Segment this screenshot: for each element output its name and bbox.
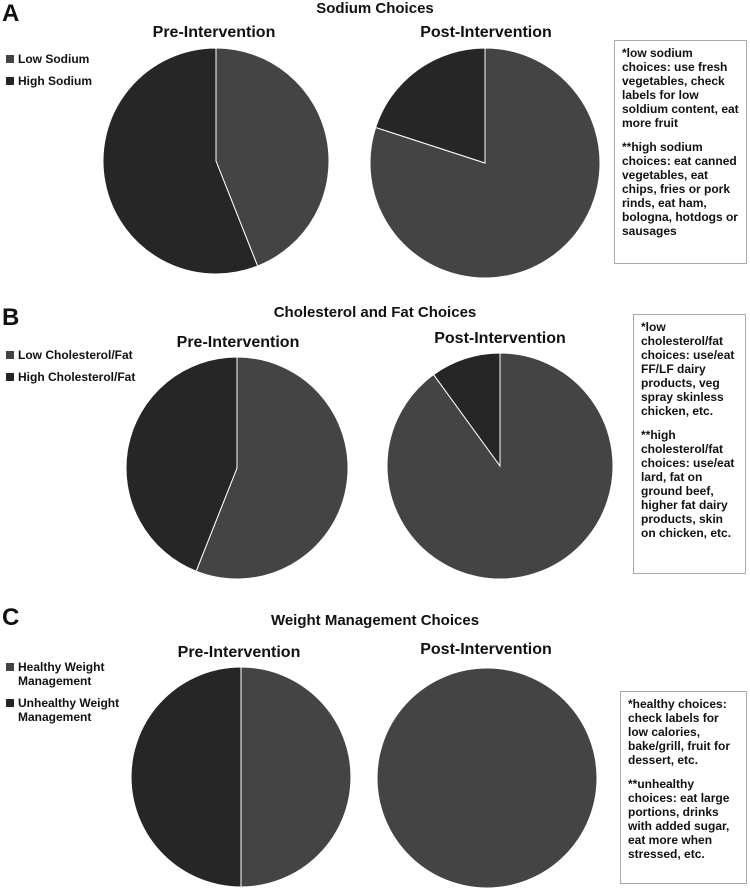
pie-slice-unhealthy-weight-management — [130, 666, 242, 888]
pie-chart-weight-post — [376, 667, 598, 888]
pie-slice-low-sodium — [369, 47, 601, 279]
note-healthy: *healthy choices: check labels for low c… — [628, 697, 731, 767]
pie-slice-high-sodium — [374, 47, 486, 164]
pie-slice-low-sodium — [215, 47, 330, 267]
legend-label: Healthy Weight Management — [18, 660, 105, 688]
pie-slice-high-cholesterol-fat — [125, 356, 238, 572]
pie-slice-healthy-weight-management — [376, 667, 598, 888]
notes-box: *healthy choices: check labels for low c… — [620, 691, 747, 884]
note-unhealthy: **unhealthy choices: eat large portions,… — [628, 777, 730, 861]
panel-cholesterol: B Cholesterol and Fat Choices Pre-Interv… — [0, 300, 750, 600]
pie-slice-low-cholesterol-fat — [386, 352, 614, 580]
pie-chart-sodium-pre — [102, 47, 330, 275]
panel-title: Sodium Choices — [316, 0, 434, 17]
pie-chart-sodium-post — [369, 47, 601, 279]
legend-label: Low Cholesterol/Fat — [18, 348, 133, 362]
panel-sodium: A Sodium Choices Pre-Intervention Post-I… — [0, 0, 750, 300]
legend-label: Unhealthy Weight Management — [18, 696, 120, 724]
post-subtitle: Post-Intervention — [434, 330, 566, 347]
post-subtitle: Post-Intervention — [420, 24, 552, 41]
note-high: **high sodium choices: eat canned vegeta… — [622, 140, 738, 238]
panel-weight: C Weight Management Choices Pre-Interven… — [0, 600, 750, 888]
legend-label: Low Sodium — [18, 52, 90, 66]
legend-item-high: High Cholesterol/Fat — [6, 370, 135, 384]
post-subtitle: Post-Intervention — [420, 641, 552, 658]
legend-item-low: Low Sodium — [6, 52, 92, 66]
legend-swatch-high — [6, 373, 14, 381]
pie-slice-low-cholesterol-fat — [195, 356, 349, 580]
legend: Low Sodium High Sodium — [6, 52, 92, 96]
legend-swatch-low — [6, 55, 14, 63]
pie-slice-healthy-weight-management — [240, 666, 352, 888]
legend-item-low: Low Cholesterol/Fat — [6, 348, 135, 362]
pie-chart-weight-pre — [130, 666, 352, 888]
panel-title: Cholesterol and Fat Choices — [273, 304, 477, 321]
legend-item-high: Unhealthy Weight Management — [6, 696, 128, 724]
legend-swatch-low — [6, 663, 14, 671]
panel-label: C — [2, 604, 20, 631]
pie-chart-cholesterol-pre — [125, 356, 349, 580]
legend-item-high: High Sodium — [6, 74, 92, 88]
pre-subtitle: Pre-Intervention — [152, 24, 276, 41]
legend: Low Cholesterol/Fat High Cholesterol/Fat — [6, 348, 135, 392]
panel-title: Weight Management Choices — [270, 612, 480, 629]
pre-subtitle: Pre-Intervention — [177, 644, 301, 661]
legend: Healthy Weight Management Unhealthy Weig… — [6, 660, 128, 732]
panel-label: A — [2, 0, 20, 27]
note-low: *low cholesterol/fat choices: use/eat FF… — [641, 320, 735, 418]
pie-slice-high-sodium — [102, 47, 259, 275]
notes-box: *low cholesterol/fat choices: use/eat FF… — [633, 314, 746, 574]
pre-subtitle: Pre-Intervention — [176, 334, 300, 351]
legend-swatch-high — [6, 77, 14, 85]
notes-box: *low sodium choices: use fresh vegetable… — [614, 40, 747, 264]
pie-chart-cholesterol-post — [386, 352, 614, 580]
note-high: **high cholesterol/fat choices: use/eat … — [641, 428, 735, 540]
legend-label: High Cholesterol/Fat — [18, 370, 136, 384]
legend-label: High Sodium — [18, 74, 92, 88]
note-low: *low sodium choices: use fresh vegetable… — [622, 46, 739, 130]
legend-swatch-low — [6, 351, 14, 359]
legend-item-low: Healthy Weight Management — [6, 660, 128, 688]
legend-swatch-high — [6, 699, 14, 707]
panel-label: B — [2, 304, 20, 331]
pie-slice-high-cholesterol-fat — [432, 352, 501, 468]
